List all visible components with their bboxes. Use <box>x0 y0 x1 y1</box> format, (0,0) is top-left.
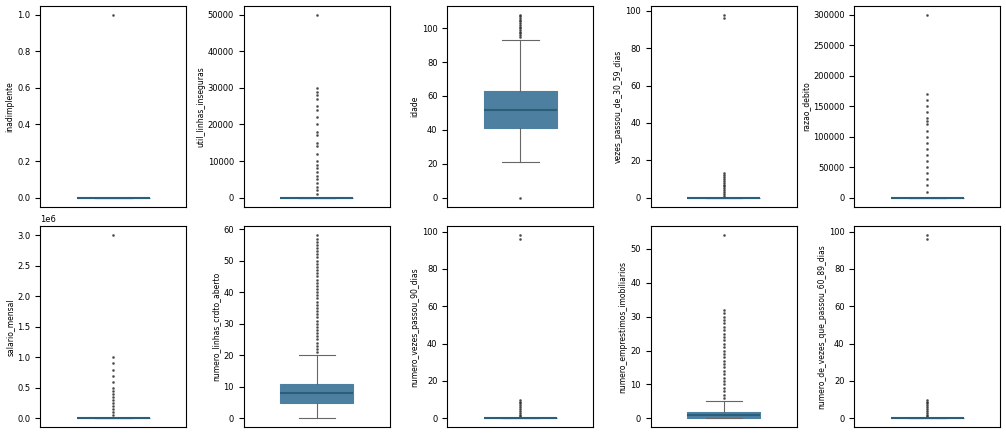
Y-axis label: vezes_passou_de_30_59_dias: vezes_passou_de_30_59_dias <box>614 49 623 163</box>
Y-axis label: idade: idade <box>410 95 420 117</box>
Y-axis label: salario_mensal: salario_mensal <box>6 298 14 355</box>
Y-axis label: numero_linhas_crdto_aberto: numero_linhas_crdto_aberto <box>211 272 220 381</box>
PathPatch shape <box>484 91 557 128</box>
Y-axis label: numero_vezes_passou_90_dias: numero_vezes_passou_90_dias <box>410 267 420 387</box>
PathPatch shape <box>687 411 761 418</box>
PathPatch shape <box>281 384 353 403</box>
Y-axis label: numero_emprestimos_imobiliarios: numero_emprestimos_imobiliarios <box>619 261 628 393</box>
Y-axis label: inadimplente: inadimplente <box>6 81 14 132</box>
Y-axis label: numero_de_vezes_que_passou_60_89_dias: numero_de_vezes_que_passou_60_89_dias <box>817 245 826 409</box>
Y-axis label: razao_debito: razao_debito <box>801 81 810 131</box>
Y-axis label: util_linhas_inseguras: util_linhas_inseguras <box>196 66 205 146</box>
